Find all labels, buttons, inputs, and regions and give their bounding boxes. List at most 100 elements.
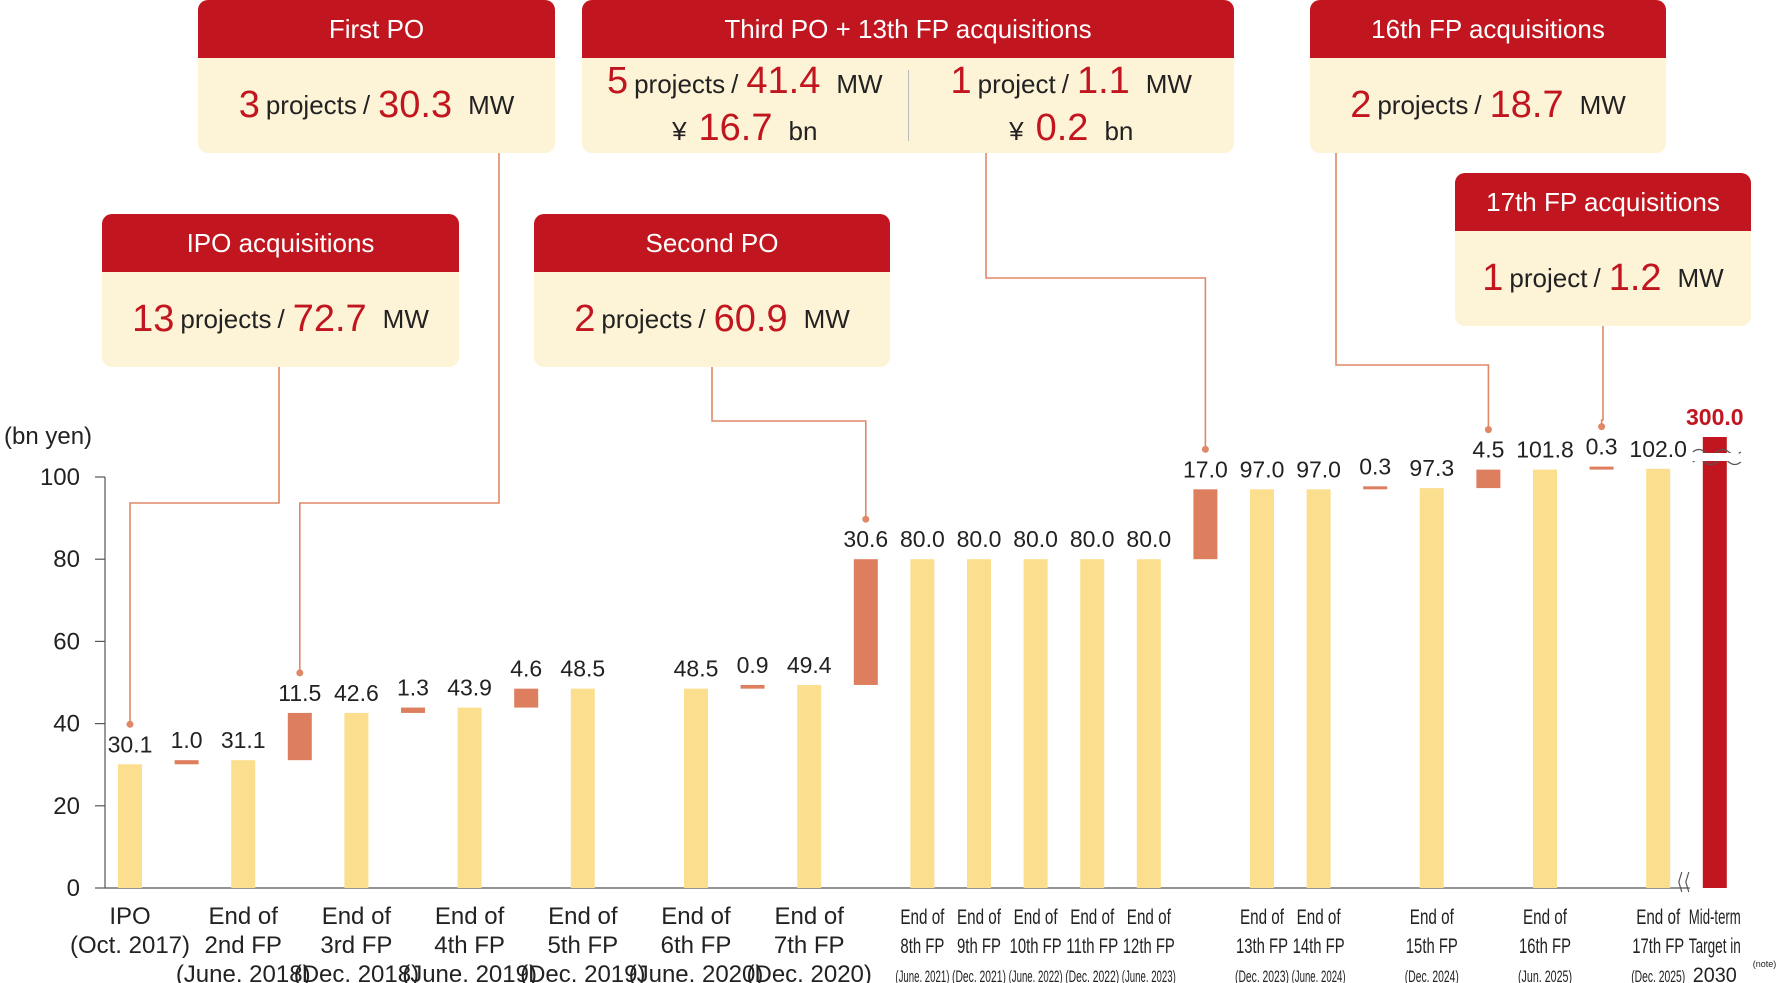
connector-dot (126, 720, 134, 728)
projects-text: projects (265, 90, 357, 120)
value-label: 30.6 (843, 526, 888, 552)
total-bar (1306, 489, 1331, 888)
value-label: 80.0 (957, 526, 1002, 552)
value-label: 11.5 (278, 680, 321, 706)
amount-unit: bn (788, 115, 818, 146)
category-label: End of (1297, 906, 1341, 929)
y-axis-title: (bn yen) (4, 423, 92, 450)
callout-first-po: First PO 3 projects/ 30.3 MW (198, 0, 555, 153)
total-bar (910, 559, 935, 888)
total-bar (1136, 559, 1161, 888)
category-label: (Jun. 2025) (1518, 967, 1572, 983)
y-tick-label: 20 (53, 793, 80, 820)
category-label: (Dec. 2023) (1235, 967, 1289, 983)
category-label: 12th FP (1123, 935, 1175, 958)
category-label: Mid-term (1689, 906, 1741, 929)
callout-title: First PO (198, 0, 555, 58)
mw-unit: MW (1145, 68, 1192, 99)
category-label: Target in (1689, 935, 1741, 958)
total-bar (1646, 468, 1671, 888)
category-label: (Dec. 2025) (1631, 967, 1685, 983)
divider (907, 70, 909, 141)
category-label: End of (661, 903, 731, 930)
projects-text: project (977, 68, 1056, 99)
connector-dot (862, 515, 870, 523)
callout-title: Second PO (534, 214, 890, 272)
category-label: End of (548, 903, 618, 930)
value-label: 97.0 (1296, 456, 1341, 482)
mw-value: 18.7 (1489, 84, 1564, 126)
projects-text: projects (634, 68, 726, 99)
category-label: 9th FP (957, 935, 1001, 958)
category-label: End of (1127, 906, 1171, 929)
category-label: 14th FP (1293, 935, 1345, 958)
increase-bar (287, 712, 312, 761)
connector-dot (296, 669, 304, 677)
value-label: 1.0 (171, 727, 203, 753)
axis-break-gap (1690, 453, 1739, 461)
connector-line (129, 367, 280, 725)
total-bar (570, 688, 595, 888)
total-bar (1080, 559, 1105, 888)
value-label: 80.0 (1126, 526, 1171, 552)
callout-title: 16th FP acquisitions (1310, 0, 1666, 58)
increase-bar (401, 707, 425, 713)
projects-text: project (1509, 263, 1588, 293)
connector-line (1335, 153, 1490, 430)
callout-third-po: Third PO + 13th FP acquisitions 5 projec… (582, 0, 1234, 153)
callout-ipo-acquisitions: IPO acquisitions 13 projects/ 72.7 MW (102, 214, 459, 367)
increase-bar (740, 684, 765, 689)
value-label: 4.6 (510, 656, 542, 682)
category-label: End of (1240, 906, 1284, 929)
third-po-left: 5 projects/ 41.4 MW ¥ 16.7 bn (582, 59, 908, 153)
value-label: 0.3 (1586, 434, 1618, 460)
category-label: End of (209, 903, 279, 930)
amount-value: 16.7 (698, 106, 773, 149)
increase-bar (174, 760, 199, 765)
value-label: 97.3 (1409, 455, 1454, 481)
value-label: 31.1 (221, 727, 266, 753)
y-tick-label: 40 (53, 711, 80, 738)
value-label: 17.0 (1183, 456, 1228, 482)
category-label: (Dec. 2019) (520, 961, 645, 983)
mw-value: 60.9 (713, 298, 788, 340)
category-label: End of (1636, 906, 1680, 929)
y-tick-label: 100 (40, 464, 80, 491)
yen-symbol: ¥ (672, 115, 687, 146)
total-bar (118, 764, 142, 888)
category-label: (June. 2020) (629, 961, 764, 983)
mw-value: 30.3 (378, 84, 453, 126)
connector-line (1600, 326, 1604, 427)
amount-unit: bn (1104, 115, 1134, 146)
callout-title: 17th FP acquisitions (1455, 173, 1751, 231)
project-count: 13 (132, 298, 175, 340)
callout-title: Third PO + 13th FP acquisitions (582, 0, 1234, 58)
category-label: (Dec. 2022) (1065, 967, 1119, 983)
value-label: 1.3 (397, 675, 429, 701)
category-label: 15th FP (1406, 935, 1458, 958)
category-label: End of (1070, 906, 1114, 929)
category-label: 5th FP (547, 932, 618, 959)
category-label: 8th FP (900, 935, 944, 958)
increase-bar (1476, 469, 1501, 489)
mw-unit: MW (1579, 90, 1626, 120)
category-label: End of (900, 906, 944, 929)
category-label: 11th FP (1066, 935, 1118, 958)
y-tick-label: 60 (53, 628, 80, 655)
value-label: 43.9 (447, 675, 492, 701)
mw-unit: MW (1677, 263, 1724, 293)
connector-line (985, 153, 1207, 450)
category-label: 3rd FP (320, 932, 392, 959)
category-label: (Dec. 2020) (747, 961, 872, 983)
mw-unit: MW (803, 304, 850, 334)
value-label: 80.0 (1013, 526, 1058, 552)
callout-17th-fp: 17th FP acquisitions 1 project/ 1.2 MW (1455, 173, 1751, 326)
mw-value: 1.2 (1608, 257, 1662, 299)
mw-value: 1.1 (1076, 59, 1130, 102)
total-bar (1419, 488, 1444, 888)
total-bar (344, 712, 369, 888)
project-count: 1 (950, 59, 972, 102)
category-label: (June. 2023) (1122, 967, 1176, 983)
category-label: End of (775, 903, 845, 930)
